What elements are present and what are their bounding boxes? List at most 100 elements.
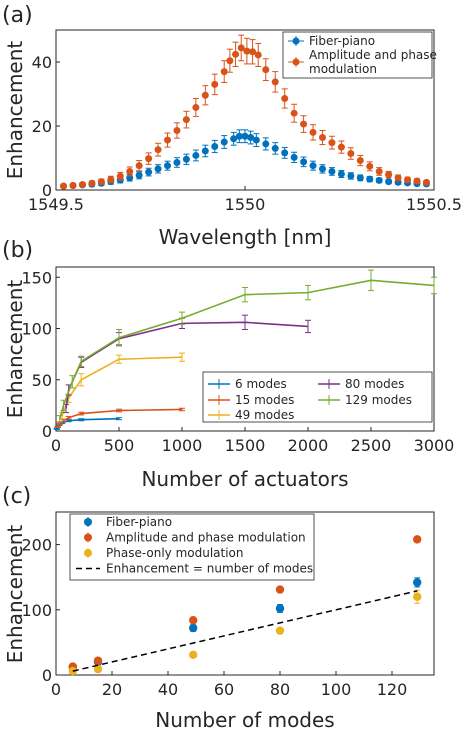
panel-c-xlabel: Number of modes — [155, 708, 334, 730]
legend-c-phase-only-modulation-marker — [84, 549, 92, 557]
a-point-fiber-piano — [192, 151, 200, 159]
a-point-amplitude-and-phase-modulation — [254, 51, 262, 59]
a-point-fiber-piano — [309, 162, 317, 170]
a-point-fiber-piano — [375, 176, 383, 184]
panel-b-ylabel: Enhancement — [3, 280, 27, 419]
a-point-fiber-piano — [182, 155, 190, 163]
legend-b-6-modes: 6 modes — [235, 377, 287, 391]
legend-a-amp-phase-line2: modulation — [309, 62, 377, 76]
a-point-fiber-piano — [252, 136, 260, 144]
legend-b-129-modes: 129 modes — [345, 393, 412, 407]
a-point-fiber-piano — [290, 153, 298, 161]
a-point-amplitude-and-phase-modulation — [69, 182, 77, 190]
panel-c-legend: Fiber-piano Amplitude and phase modulatio… — [69, 513, 315, 581]
b-ytick-label: 150 — [21, 268, 52, 287]
a-point-fiber-piano — [201, 147, 209, 155]
panel-b-letter: (b) — [2, 238, 33, 263]
b-xtick-label: 2500 — [351, 436, 392, 455]
a-point-amplitude-and-phase-modulation — [60, 182, 68, 190]
c-ytick-label: 100 — [21, 601, 52, 620]
c-point-fiber-piano — [189, 623, 198, 633]
a-point-amplitude-and-phase-modulation — [107, 175, 115, 183]
panel-c-ylabel: Enhancement — [3, 525, 27, 664]
a-xtick-label: 1550.5 — [406, 195, 462, 214]
a-point-fiber-piano — [164, 162, 172, 170]
a-point-amplitude-and-phase-modulation — [78, 181, 86, 189]
a-point-amplitude-and-phase-modulation — [366, 162, 374, 170]
c-xtick-label: 20 — [102, 680, 122, 699]
panel-a-legend: Fiber-piano Amplitude and phase modulati… — [282, 31, 437, 79]
a-point-amplitude-and-phase-modulation — [328, 139, 336, 147]
c-xtick-label: 0 — [51, 680, 61, 699]
a-point-amplitude-and-phase-modulation — [201, 91, 209, 99]
a-point-amplitude-and-phase-modulation — [220, 68, 228, 76]
c-ytick-label: 200 — [21, 536, 52, 555]
a-point-amplitude-and-phase-modulation — [135, 162, 143, 170]
c-series-enhancement-number-of-modes-line — [72, 590, 418, 672]
legend-c-fiber-piano: Fiber-piano — [106, 515, 172, 529]
a-point-fiber-piano — [318, 165, 326, 173]
a-point-fiber-piano — [300, 158, 308, 166]
a-point-amplitude-and-phase-modulation — [281, 94, 289, 102]
legend-c-phase-only-modulation: Phase-only modulation — [106, 546, 244, 560]
c-xtick-label: 120 — [377, 680, 408, 699]
a-point-amplitude-and-phase-modulation — [375, 167, 383, 175]
a-point-amplitude-and-phase-modulation — [164, 136, 172, 144]
legend-a-amp-phase-marker — [292, 58, 300, 66]
a-point-amplitude-and-phase-modulation — [243, 47, 251, 55]
c-point-fiber-piano — [413, 578, 422, 587]
c-xtick-label: 80 — [270, 680, 290, 699]
c-xtick-label: 100 — [321, 680, 352, 699]
a-point-amplitude-and-phase-modulation — [173, 126, 181, 134]
a-point-fiber-piano — [235, 132, 243, 140]
legend-c-fiber-piano-marker — [84, 518, 92, 526]
a-point-amplitude-and-phase-modulation — [404, 176, 412, 184]
a-point-fiber-piano — [347, 172, 355, 180]
a-point-amplitude-and-phase-modulation — [97, 178, 105, 186]
a-point-amplitude-and-phase-modulation — [300, 120, 308, 128]
c-xtick-label: 40 — [158, 680, 178, 699]
a-point-amplitude-and-phase-modulation — [154, 146, 162, 154]
a-point-fiber-piano — [173, 158, 181, 166]
panel-a-letter: (a) — [2, 3, 33, 28]
a-ytick-label: 40 — [32, 53, 52, 72]
a-point-amplitude-and-phase-modulation — [356, 157, 364, 165]
a-point-fiber-piano — [356, 174, 364, 182]
a-point-fiber-piano — [281, 149, 289, 157]
panel-a-ylabel: Enhancement — [3, 41, 27, 180]
c-point-amplitude-and-phase-modulation — [189, 616, 198, 625]
b-ytick-label: 50 — [32, 371, 52, 390]
legend-a-fiber-piano: Fiber-piano — [309, 34, 375, 48]
a-point-fiber-piano — [241, 132, 249, 140]
a-point-fiber-piano — [230, 135, 238, 143]
b-xtick-label: 3000 — [414, 436, 455, 455]
a-point-amplitude-and-phase-modulation — [309, 128, 317, 136]
c-point-fiber-piano — [275, 604, 285, 613]
legend-b-80-modes: 80 modes — [345, 377, 404, 391]
a-ytick-label: 0 — [42, 181, 52, 200]
a-point-fiber-piano — [385, 178, 393, 186]
a-point-amplitude-and-phase-modulation — [249, 48, 257, 56]
panel-c: (c) 0 20 40 60 80 100 120 0 100 200 Number of mod… — [2, 484, 435, 730]
b-ytick-label: 100 — [21, 320, 52, 339]
a-point-amplitude-and-phase-modulation — [290, 109, 298, 117]
a-point-amplitude-and-phase-modulation — [145, 155, 153, 163]
c-point-amplitude-and-phase-modulation — [275, 585, 285, 594]
a-point-amplitude-and-phase-modulation — [413, 177, 421, 185]
a-point-amplitude-and-phase-modulation — [226, 57, 234, 65]
a-point-fiber-piano — [135, 171, 143, 179]
b-ytick-label: 0 — [42, 422, 52, 441]
a-point-fiber-piano — [337, 170, 345, 178]
a-point-amplitude-and-phase-modulation — [422, 178, 430, 186]
legend-a-amp-phase-line1: Amplitude and phase — [309, 48, 437, 62]
c-point-phase-only-modulation — [93, 664, 103, 674]
a-point-amplitude-and-phase-modulation — [394, 174, 402, 182]
a-point-fiber-piano — [366, 175, 374, 183]
b-xtick-label: 1000 — [162, 436, 203, 455]
a-point-amplitude-and-phase-modulation — [237, 44, 245, 52]
c-point-amplitude-and-phase-modulation — [413, 535, 422, 544]
c-xtick-label: 60 — [214, 680, 234, 699]
legend-b-49-modes: 49 modes — [235, 408, 294, 422]
